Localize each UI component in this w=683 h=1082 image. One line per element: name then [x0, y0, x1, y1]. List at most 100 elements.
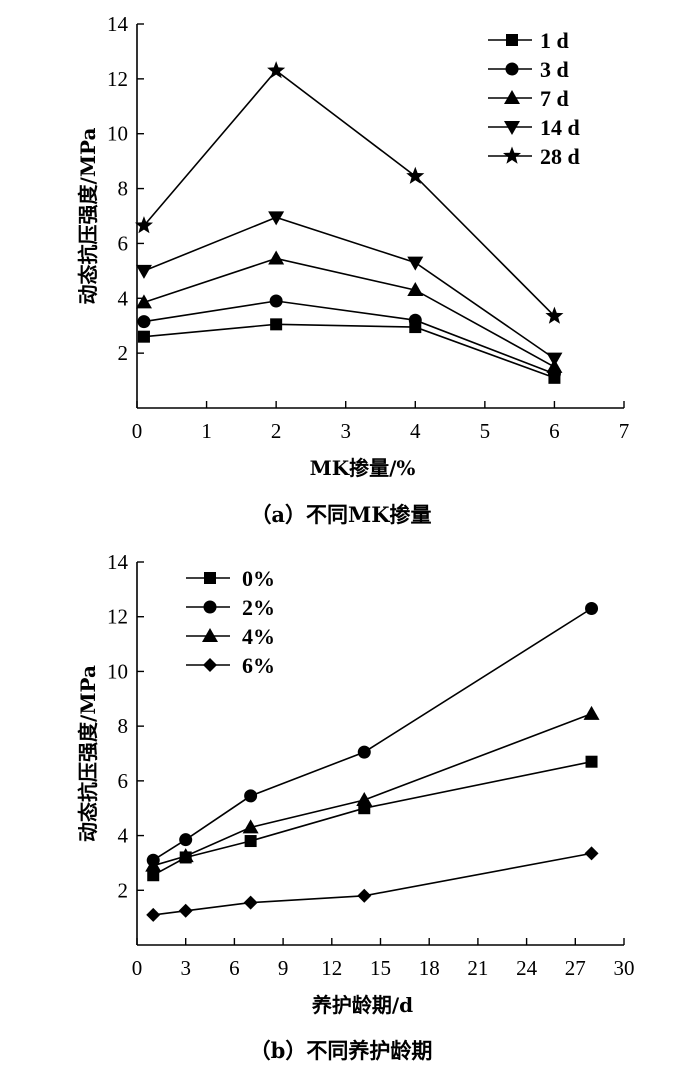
legend-marker [204, 572, 216, 584]
x-tick-label: 3 [340, 419, 351, 443]
legend-entry: 28 d [488, 144, 580, 169]
y-tick-label: 14 [107, 550, 129, 574]
legend-marker [502, 146, 522, 164]
legend-label: 3 d [540, 57, 569, 82]
data-point [585, 602, 599, 616]
x-tick-label: 6 [549, 419, 560, 443]
data-point [179, 833, 193, 847]
data-point [407, 282, 424, 297]
legend-marker [505, 62, 519, 76]
data-point [145, 857, 162, 872]
x-tick-label: 7 [619, 419, 630, 443]
data-point [137, 315, 151, 329]
legend-marker [202, 628, 218, 642]
x-tick-label: 0 [132, 419, 143, 443]
x-tick-label: 2 [271, 419, 282, 443]
legend-entry: 4% [186, 624, 275, 649]
x-tick-label: 30 [614, 956, 635, 980]
legend-label: 0% [242, 566, 275, 591]
series-0pct [147, 755, 598, 882]
legend-marker [506, 34, 518, 46]
data-point [270, 318, 283, 331]
x-tick-label: 24 [516, 956, 538, 980]
x-tick-label: 1 [201, 419, 212, 443]
data-point [242, 819, 259, 834]
data-point [135, 264, 152, 279]
x-tick-label: 3 [180, 956, 191, 980]
series-line [152, 713, 592, 867]
x-tick-label: 21 [467, 956, 488, 980]
series-line [143, 257, 555, 368]
y-tick-label: 2 [118, 341, 129, 365]
y-tick-label: 12 [107, 67, 128, 91]
data-point [357, 745, 371, 759]
x-tick-label: 5 [480, 419, 491, 443]
data-point [357, 888, 372, 903]
y-tick-label: 4 [118, 824, 129, 848]
x-tick-label: 12 [321, 956, 342, 980]
legend-label: 28 d [540, 144, 580, 169]
data-point [269, 294, 283, 308]
data-point [545, 306, 564, 324]
legend-entry: 0% [186, 566, 275, 591]
series-line [153, 852, 592, 916]
legend-entry: 3 d [488, 57, 569, 82]
x-tick-label: 4 [410, 419, 421, 443]
y-tick-label: 6 [118, 769, 129, 793]
y-tick-label: 14 [107, 12, 129, 36]
series-line [152, 607, 592, 861]
series-line [143, 69, 555, 317]
data-point [584, 846, 599, 861]
chart-caption: （a）不同MK掺量 [250, 502, 431, 527]
legend-label: 6% [242, 653, 275, 678]
data-point [134, 216, 153, 234]
y-tick-label: 4 [118, 286, 129, 310]
data-point [407, 256, 424, 271]
legend-label: 4% [242, 624, 275, 649]
data-point [585, 755, 598, 768]
legend-marker [504, 90, 520, 104]
data-point [406, 166, 425, 184]
legend-marker [203, 600, 217, 614]
data-point [244, 789, 258, 803]
data-point [268, 250, 285, 265]
x-axis-title: MK掺量/% [310, 456, 416, 480]
legend-marker [504, 121, 520, 135]
y-tick-label: 8 [118, 714, 129, 738]
data-point [356, 792, 373, 807]
legend-entry: 6% [186, 653, 275, 678]
y-tick-label: 2 [118, 878, 129, 902]
chart-caption: （b）不同养护龄期 [250, 1038, 433, 1063]
series-line [143, 300, 555, 375]
legend-entry: 2% [186, 595, 275, 620]
data-point [546, 352, 563, 367]
y-tick-label: 10 [107, 659, 128, 683]
data-point [583, 705, 600, 720]
data-point [268, 211, 285, 226]
x-tick-label: 15 [370, 956, 391, 980]
series-6pct [146, 846, 599, 922]
data-point [137, 330, 150, 343]
y-tick-label: 10 [107, 122, 128, 146]
x-tick-label: 18 [419, 956, 440, 980]
series-3d [137, 294, 561, 381]
data-point [135, 294, 152, 309]
y-tick-label: 8 [118, 177, 129, 201]
series-4pct [145, 705, 600, 872]
y-tick-label: 12 [107, 605, 128, 629]
y-axis-title: 动态抗压强度/MPa [76, 128, 100, 305]
data-point [147, 869, 160, 882]
x-tick-label: 27 [565, 956, 586, 980]
legend-label: 1 d [540, 28, 569, 53]
data-point [243, 895, 258, 910]
x-tick-label: 0 [132, 956, 143, 980]
series-line [152, 760, 592, 876]
data-point [408, 313, 422, 327]
series-line [143, 323, 555, 379]
data-point [146, 907, 161, 922]
legend-entry: 7 d [488, 86, 569, 111]
y-axis-title: 动态抗压强度/MPa [76, 665, 100, 842]
x-tick-label: 9 [278, 956, 289, 980]
